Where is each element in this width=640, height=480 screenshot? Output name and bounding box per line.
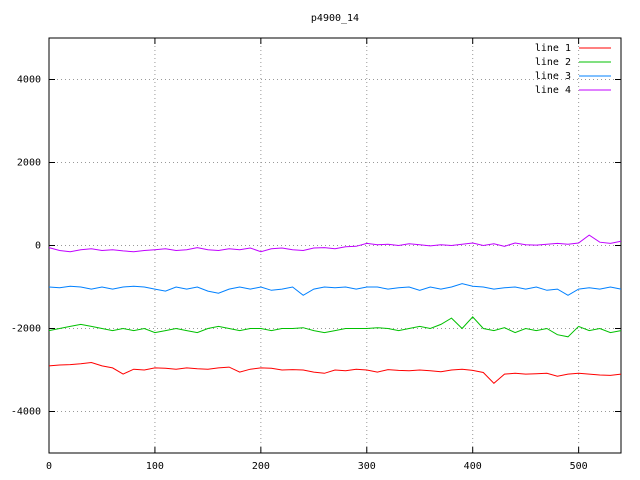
chart-title: p4900_14	[311, 13, 359, 24]
series-line	[48, 316, 622, 338]
legend-label: line 3	[535, 71, 571, 82]
legend-label: line 1	[535, 43, 571, 54]
y-tick-label: -4000	[11, 407, 41, 418]
series-line	[48, 361, 622, 384]
x-tick-label: 300	[358, 461, 376, 472]
y-tick-label: -2000	[11, 324, 41, 335]
x-tick-label: 400	[464, 461, 482, 472]
x-tick-label: 500	[570, 461, 588, 472]
plot-border	[48, 37, 622, 454]
x-tick-label: 0	[46, 461, 52, 472]
y-tick-label: 2000	[17, 158, 41, 169]
series-line	[48, 283, 622, 296]
y-tick-label: 0	[35, 241, 41, 252]
y-tick-label: 4000	[17, 75, 41, 86]
x-tick-label: 100	[146, 461, 164, 472]
x-tick-label: 200	[252, 461, 270, 472]
legend-label: line 2	[535, 57, 571, 68]
legend-label: line 4	[535, 85, 571, 96]
series-line	[48, 234, 622, 253]
